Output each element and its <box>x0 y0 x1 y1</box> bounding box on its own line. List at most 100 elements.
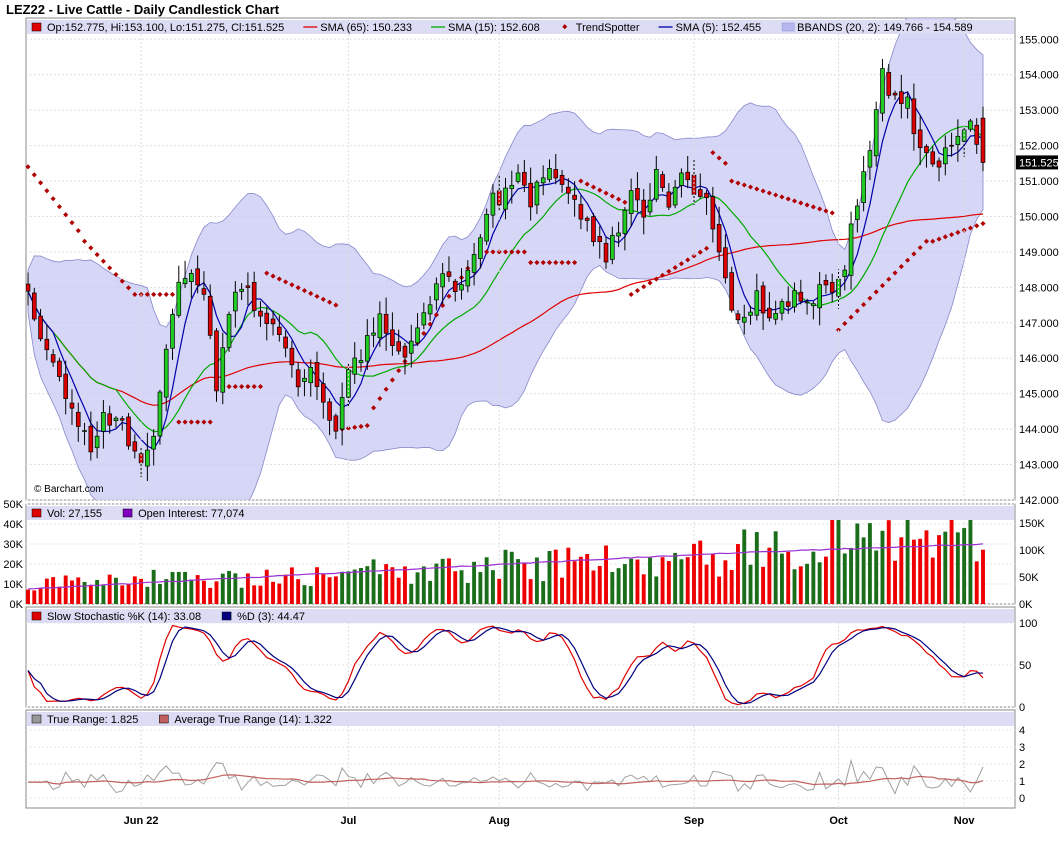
volume-bar <box>472 561 477 604</box>
candle-body <box>905 96 910 109</box>
trendspotter-dot <box>647 280 653 286</box>
trendspotter-dot <box>163 291 169 297</box>
candle-body <box>421 312 427 326</box>
stoch-k-line <box>27 624 984 706</box>
candle-body <box>189 272 194 282</box>
volume-bar <box>340 571 345 604</box>
volume-left-tick: 50K <box>3 499 23 511</box>
candle-body <box>899 91 904 104</box>
trendspotter-dot <box>245 384 251 390</box>
candle-body <box>653 169 659 200</box>
volume-bar <box>283 574 288 604</box>
price-legend-swatch-5 <box>781 22 795 32</box>
volume-bar <box>591 570 596 604</box>
volume-bar <box>308 586 313 604</box>
volume-bar <box>937 535 941 604</box>
volume-bar <box>924 530 929 604</box>
candle-body <box>327 401 332 421</box>
volume-right-tick: 0K <box>1019 599 1033 611</box>
candle-body <box>383 313 389 334</box>
volume-bar <box>509 551 514 604</box>
volume-bar <box>610 572 615 604</box>
true-range-line <box>27 758 984 795</box>
candle-body <box>723 247 728 279</box>
volume-bar <box>195 575 200 604</box>
candle-body <box>408 340 414 354</box>
volume-bar <box>622 564 627 604</box>
volume-bar <box>409 583 414 604</box>
candle-body <box>145 449 150 467</box>
x-tick-label-0: Jun 22 <box>124 815 159 827</box>
volume-bar <box>107 574 112 604</box>
volume-bar <box>164 579 169 604</box>
volume-bar <box>32 590 37 604</box>
bollinger-band <box>27 18 984 500</box>
candle-body <box>314 362 320 387</box>
atr-legend-text-1: Average True Range (14): 1.322 <box>174 714 332 726</box>
candle-body <box>465 269 471 287</box>
trendspotter-dot <box>201 419 207 425</box>
trendspotter-dot <box>371 405 377 411</box>
candle-body <box>528 182 533 208</box>
candle-body <box>38 315 43 340</box>
volume-bar <box>566 547 571 604</box>
volume-bar <box>981 549 985 604</box>
price-tick-label: 154.000 <box>1019 70 1059 82</box>
trendspotter-dot <box>157 291 163 297</box>
chart-title: LEZ22 - Live Cattle - Daily Candlestick … <box>6 2 280 17</box>
candle-body <box>333 415 339 432</box>
volume-bar <box>176 571 181 604</box>
volume-left-tick: 40K <box>3 519 23 531</box>
candle-body <box>804 301 810 304</box>
volume-bar <box>836 519 841 604</box>
candle-body <box>924 146 929 154</box>
price-tick-label: 142.000 <box>1019 495 1059 507</box>
candle-body <box>855 205 860 220</box>
candle-body <box>264 312 270 324</box>
candle-body <box>685 171 691 181</box>
volume-bar <box>874 550 879 604</box>
volume-bar <box>918 538 923 604</box>
volume-bar <box>252 585 257 604</box>
volume-bar <box>503 549 508 604</box>
volume-bar <box>949 510 954 604</box>
volume-bar <box>453 571 458 604</box>
volume-bar <box>660 557 665 604</box>
volume-bar <box>811 551 816 604</box>
trendspotter-dot <box>226 384 232 390</box>
trendspotter-dot <box>333 302 339 308</box>
volume-bar <box>742 529 747 604</box>
volume-left-tick: 20K <box>3 559 23 571</box>
candle-body <box>760 285 766 314</box>
trendspotter-dot <box>546 259 553 266</box>
last-price-box <box>1016 155 1058 170</box>
candle-body <box>245 285 251 288</box>
volume-bar <box>258 585 263 604</box>
volume-bar <box>365 566 370 604</box>
candle-body <box>842 269 848 278</box>
atr-tick-label: 4 <box>1019 725 1025 737</box>
volume-bar <box>893 560 897 604</box>
trendspotter-dot <box>785 196 791 202</box>
trendspotter-dot <box>314 293 320 299</box>
candle-body <box>559 174 565 185</box>
candle-body <box>716 223 722 253</box>
candle-body <box>741 316 747 323</box>
trendspotter-dot <box>628 291 634 297</box>
volume-bar <box>955 532 960 604</box>
volume-bar <box>547 550 552 604</box>
volume-bar <box>798 566 803 604</box>
volume-bar <box>189 579 194 604</box>
volume-bar <box>120 585 125 604</box>
trendspotter-dot <box>879 283 886 289</box>
candle-body <box>911 98 917 135</box>
trendspotter-dot <box>559 259 565 266</box>
candle-body <box>415 327 420 344</box>
volume-bar <box>604 545 608 604</box>
price-tick-label: 150.000 <box>1019 211 1059 223</box>
trendspotter-dot <box>440 302 446 309</box>
candle-body <box>258 310 263 317</box>
volume-bar <box>63 575 68 604</box>
volume-legend-swatch-0 <box>31 508 42 518</box>
